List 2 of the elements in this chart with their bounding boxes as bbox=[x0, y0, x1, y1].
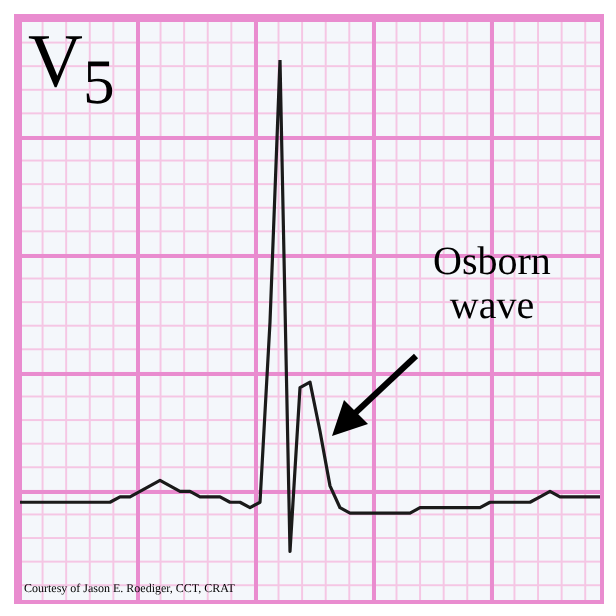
annotation: Osborn wave bbox=[431, 240, 553, 328]
chart-title: V$_{5}$ bbox=[28, 20, 115, 118]
